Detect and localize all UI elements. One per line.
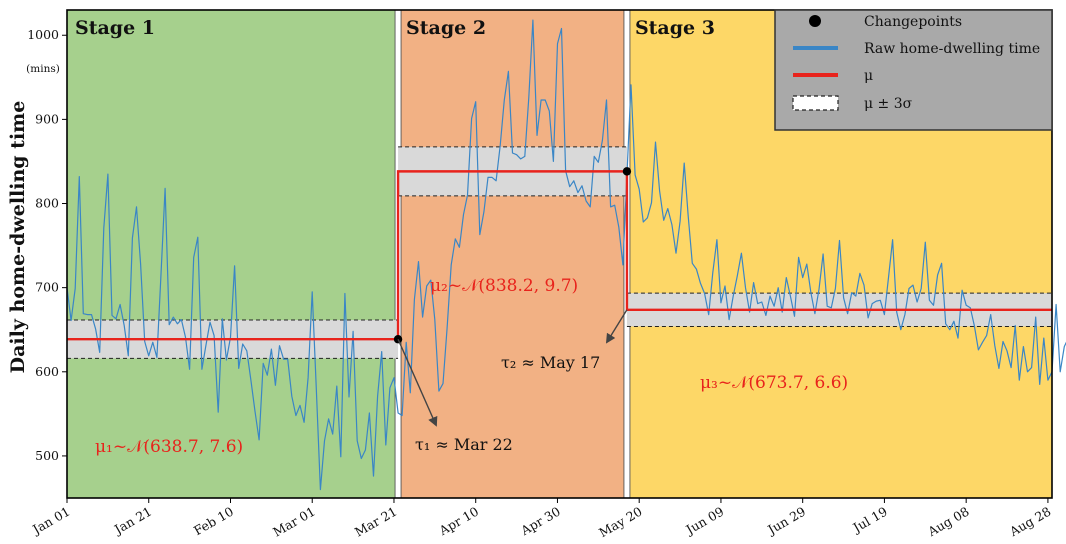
raw-series [66,19,1066,491]
changepoint-1 [393,335,403,344]
y-tick-label-800: 800 [35,196,59,211]
changepoint-2 [622,167,632,176]
mu1-annotation: μ₁~𝒩(638.7, 7.6) [95,437,243,457]
x-tick-label-2020-03-21: Mar 21 [352,504,399,540]
legend: Changepoints Raw home-dwelling time μ μ ± 3… [774,9,1053,131]
tau1-arrow [397,338,438,427]
legend-changepoint-icon [809,15,821,27]
x-tick-label-2020-05-20: May 20 [596,504,644,540]
x-tick-label-2020-08-08: Aug 08 [924,504,971,540]
x-tick-label-2020-06-09: Jun 09 [682,504,727,539]
y-tick-label-900: 900 [35,111,59,126]
mu3-annotation: μ₃~𝒩(673.7, 6.6) [700,373,848,393]
legend-entry-3: μ [864,68,873,84]
x-tick-label-2020-06-29: Jun 29 [763,504,808,539]
annotations: μ₁~𝒩(638.7, 7.6) μ₂~𝒩(838.2, 9.7) μ₃~𝒩(673… [95,276,848,457]
x-tick-label-2020-07-19: Jul 19 [849,504,890,536]
mu-line [67,170,1052,341]
x-tick-label-2020-02-10: Feb 10 [191,504,236,539]
legend-entry-4: μ ± 3σ [864,96,913,112]
legend-entry-1: Changepoints [864,14,962,30]
y-tick-label-500: 500 [35,448,59,463]
x-tick-label-2020-04-30: Apr 30 [517,504,563,539]
stage-1-background [67,10,399,498]
legend-entry-2: Raw home-dwelling time [864,41,1040,57]
stage-2-label: Stage 2 [406,17,486,39]
plot-frame [66,9,1053,499]
legend-band-icon [792,95,839,111]
y-tick-label-700: 700 [35,280,59,295]
x-tick-label-2020-01-01: Jan 01 [28,504,72,538]
mu-lines [67,167,1052,344]
tau1-annotation: τ₁ ≈ Mar 22 [415,435,513,454]
y-axis-label: Daily home-dwelling time [7,101,29,374]
tau2-arrow [605,309,628,344]
y-tick-label-1000: 1000 [27,27,59,42]
raw-home-dwelling-line [66,19,1066,491]
x-tick-label-2020-08-28: Aug 28 [1006,504,1053,540]
stage-1-label: Stage 1 [75,17,155,39]
x-tick-label-2020-03-01: Mar 01 [270,504,317,540]
y-axis-unit: (mins) [26,63,60,75]
y-tick-label-600: 600 [35,364,59,379]
stage-2-background [398,10,627,498]
mu2-annotation: μ₂~𝒩(838.2, 9.7) [430,276,578,296]
x-tick-label-2020-04-10: Apr 10 [436,504,482,539]
stage-3-label: Stage 3 [635,17,715,39]
x-tick-label-2020-01-21: Jan 21 [110,504,154,538]
tau2-annotation: τ₂ ≈ May 17 [501,353,600,372]
